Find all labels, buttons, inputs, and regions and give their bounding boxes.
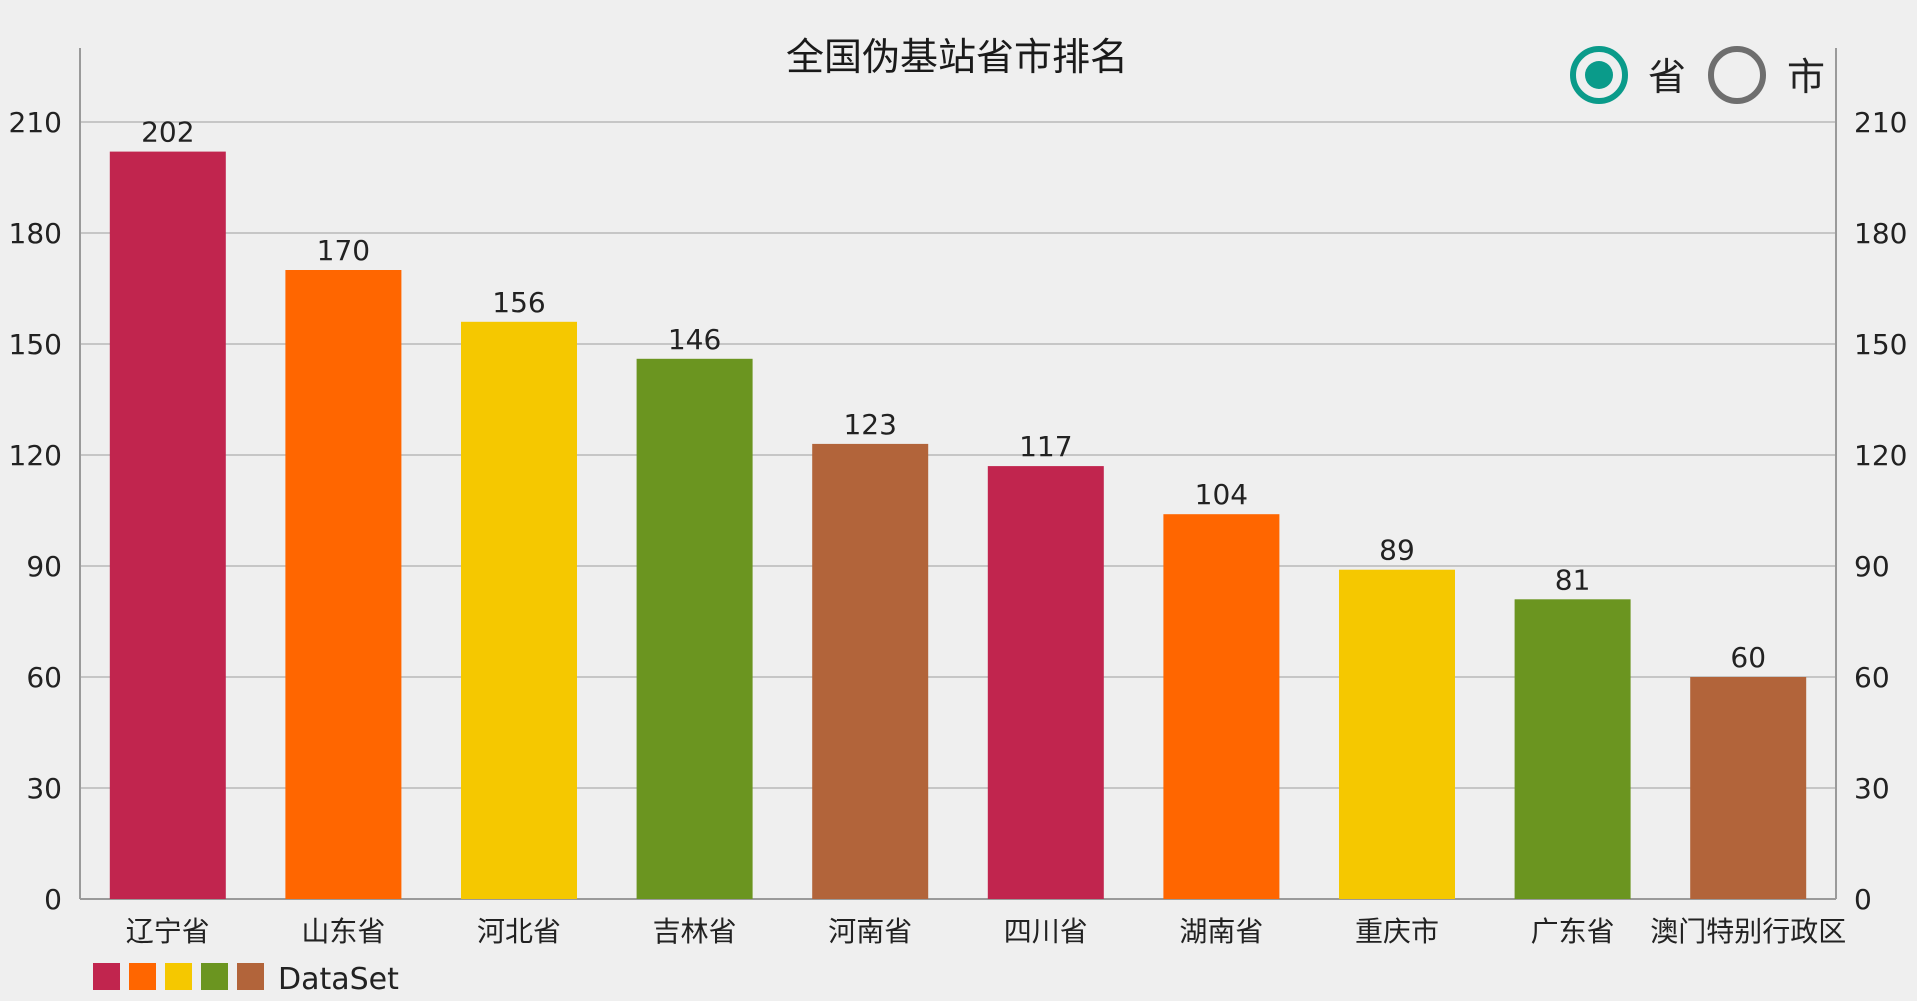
radio-province[interactable]: 省 [1570, 46, 1686, 104]
data-label: 81 [1555, 563, 1591, 596]
bar [461, 321, 577, 899]
y-tick-label-left: 0 [44, 883, 62, 916]
x-tick-label: 重庆市 [1355, 915, 1439, 948]
x-tick-label: 吉林省 [653, 915, 737, 948]
data-label: 146 [668, 323, 721, 356]
bar [285, 270, 402, 899]
y-tick-label-right: 150 [1854, 328, 1907, 361]
bar [1690, 677, 1807, 899]
y-tick-label-right: 60 [1854, 661, 1890, 694]
x-tick-label: 河南省 [828, 915, 912, 948]
radio-city-label: 市 [1787, 55, 1825, 99]
x-tick-label: 山东省 [301, 915, 385, 948]
region-toggle: 省 市 [1570, 46, 1825, 104]
chart-title: 全国伪基站省市排名 [786, 35, 1128, 79]
y-tick-label-right: 210 [1854, 106, 1907, 139]
radio-city-outer [1708, 46, 1766, 104]
left-y-axis: 0 30 60 90 120 150 180 210 [9, 48, 81, 916]
radio-province-outer [1570, 46, 1628, 104]
legend-swatch [165, 963, 192, 990]
x-tick-label: 辽宁省 [126, 915, 210, 948]
y-tick-label-right: 0 [1854, 883, 1872, 916]
legend-label: DataSet [278, 962, 399, 997]
y-tick-label-right: 120 [1854, 439, 1907, 472]
data-label: 60 [1730, 641, 1766, 674]
y-tick-label-left: 120 [9, 439, 62, 472]
data-label: 123 [843, 408, 896, 441]
data-label: 104 [1195, 478, 1248, 511]
data-label: 117 [1019, 430, 1072, 463]
x-tick-label: 河北省 [477, 915, 561, 948]
radio-city[interactable]: 市 [1708, 46, 1825, 104]
y-tick-label-right: 180 [1854, 217, 1907, 250]
legend-swatch [93, 963, 120, 990]
data-label: 156 [492, 286, 545, 319]
bar [109, 151, 226, 900]
category-labels: 辽宁省 山东省 河北省 吉林省 河南省 四川省 湖南省 重庆市 广东省 澳门特别行政区 [126, 915, 1846, 948]
x-tick-label: 广东省 [1531, 915, 1615, 948]
y-tick-label-left: 30 [26, 772, 62, 805]
y-tick-label-right: 90 [1854, 550, 1890, 583]
bar [1163, 514, 1280, 899]
bar [1339, 569, 1455, 899]
y-tick-label-left: 210 [9, 106, 62, 139]
y-tick-label-left: 60 [26, 661, 62, 694]
legend-swatch [201, 963, 228, 990]
legend: DataSet [93, 962, 399, 997]
radio-province-dot [1585, 61, 1613, 89]
y-tick-label-left: 150 [9, 328, 62, 361]
bar [636, 358, 753, 899]
bar [1514, 599, 1631, 899]
bar [987, 466, 1104, 899]
x-tick-label: 澳门特别行政区 [1650, 915, 1846, 948]
bars [109, 151, 1807, 900]
data-label: 202 [141, 116, 194, 149]
x-tick-label: 四川省 [1004, 915, 1088, 948]
y-tick-label-left: 180 [9, 217, 62, 250]
radio-province-label: 省 [1648, 55, 1686, 99]
legend-swatch [237, 963, 264, 990]
legend-swatches [93, 963, 264, 990]
y-tick-label-left: 90 [26, 550, 62, 583]
x-tick-label: 湖南省 [1179, 915, 1263, 948]
data-labels: 202 170 156 146 123 117 104 89 81 60 [141, 116, 1766, 674]
data-label: 170 [317, 234, 370, 267]
right-y-axis: 0 30 60 90 120 150 180 210 [1835, 48, 1907, 916]
data-label: 89 [1379, 534, 1415, 567]
legend-swatch [129, 963, 156, 990]
y-tick-label-right: 30 [1854, 772, 1890, 805]
bar [812, 443, 929, 899]
